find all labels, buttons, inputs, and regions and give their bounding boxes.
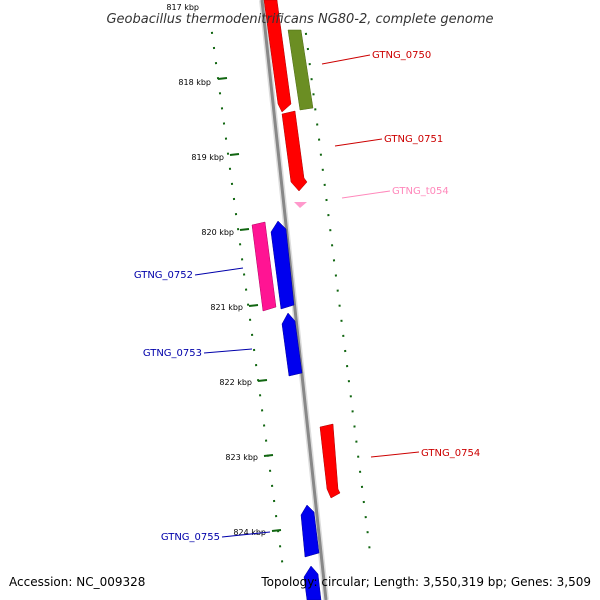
gene-arrow-gtng-0752[interactable] xyxy=(270,220,295,310)
backbone xyxy=(259,0,329,600)
kbp-label: 820 kbp xyxy=(201,228,234,237)
gene-leader-lines xyxy=(194,54,420,538)
gene-label-gtng-0752[interactable]: GTNG_0752 xyxy=(134,270,193,281)
gene-arrow-bottom-stub[interactable] xyxy=(303,565,322,600)
kbp-label: 824 kbp xyxy=(233,528,266,537)
kbp-label: 823 kbp xyxy=(225,453,258,462)
gene-label-gtng-0755[interactable]: GTNG_0755 xyxy=(161,532,220,543)
gene-label-gtng-0754[interactable]: GTNG_0754 xyxy=(421,448,480,459)
gene-labels: GTNG_0750 GTNG_0751 GTNG_t054 GTNG_0752 … xyxy=(134,50,480,543)
gene-arrow-gtng-0754[interactable] xyxy=(319,423,341,499)
gene-arrow-gtng-0755[interactable] xyxy=(300,504,320,558)
gene-arrow-top-stub[interactable] xyxy=(263,0,292,113)
gene-arrow-gtng-0752-pink[interactable] xyxy=(251,221,277,312)
kbp-label: 822 kbp xyxy=(219,378,252,387)
kbp-label: 818 kbp xyxy=(178,78,211,87)
topology-text: Topology: circular; Length: 3,550,319 bp… xyxy=(260,575,591,589)
gene-label-gtng-0753[interactable]: GTNG_0753 xyxy=(143,348,202,359)
gene-features xyxy=(251,0,341,600)
kbp-scale: 817 kbp 818 kbp 819 kbp 820 kbp 821 kbp … xyxy=(166,3,282,537)
kbp-label: 821 kbp xyxy=(210,303,243,312)
inner-tick-track xyxy=(210,31,284,563)
gene-arrow-gtng-0750[interactable] xyxy=(287,29,314,111)
kbp-label: 817 kbp xyxy=(166,3,199,12)
kbp-label: 819 kbp xyxy=(191,153,224,162)
gene-label-gtng-0751[interactable]: GTNG_0751 xyxy=(384,134,443,145)
outer-tick-track xyxy=(304,32,371,549)
accession-text: Accession: NC_009328 xyxy=(9,575,145,589)
gene-label-gtng-t054[interactable]: GTNG_t054 xyxy=(392,186,449,197)
trna-gtng-t054[interactable] xyxy=(294,202,307,208)
gene-label-gtng-0750[interactable]: GTNG_0750 xyxy=(372,50,431,61)
gene-arrow-gtng-0751[interactable] xyxy=(281,110,308,192)
map-title: Geobacillus thermodenitrificans NG80-2, … xyxy=(106,12,493,27)
gene-arrow-gtng-0753[interactable] xyxy=(281,312,303,377)
